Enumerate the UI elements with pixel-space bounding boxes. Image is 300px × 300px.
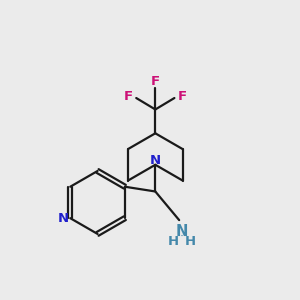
Text: F: F (151, 75, 160, 88)
Text: H: H (185, 235, 196, 248)
Text: F: F (178, 90, 187, 103)
Text: F: F (124, 90, 133, 103)
Text: N: N (176, 224, 188, 239)
Text: H: H (168, 235, 179, 248)
Text: N: N (58, 212, 69, 225)
Text: N: N (150, 154, 161, 166)
